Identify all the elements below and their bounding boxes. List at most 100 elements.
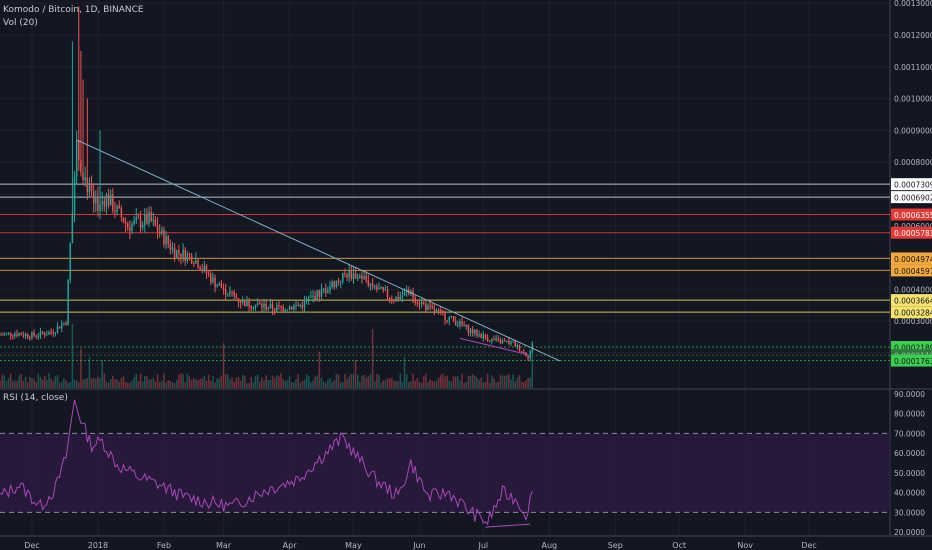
candle-body bbox=[454, 320, 457, 326]
volume-bar bbox=[18, 375, 20, 388]
candle-body bbox=[199, 267, 201, 270]
volume-bar bbox=[239, 380, 242, 388]
candle-body bbox=[101, 201, 103, 204]
volume-bar bbox=[175, 380, 178, 388]
candle-body bbox=[203, 265, 206, 271]
candle-body bbox=[318, 290, 321, 297]
volume-bar bbox=[280, 373, 282, 388]
volume-bar bbox=[339, 382, 342, 388]
candle-body bbox=[361, 275, 363, 279]
volume-bar bbox=[495, 382, 497, 388]
candle-body bbox=[163, 229, 165, 245]
volume-bar bbox=[469, 375, 472, 388]
volume-bar bbox=[22, 380, 25, 388]
candle-body bbox=[444, 312, 446, 321]
candle-body bbox=[380, 287, 382, 289]
volume-bar bbox=[278, 376, 280, 388]
volume-bar bbox=[523, 382, 525, 388]
candle-body bbox=[241, 300, 244, 304]
candle-body bbox=[112, 195, 114, 212]
volume-bar bbox=[156, 374, 159, 388]
rsi-title: RSI (14, close) bbox=[3, 393, 68, 403]
candle-body bbox=[26, 334, 29, 338]
volume-bar bbox=[199, 379, 201, 388]
candle-body bbox=[231, 291, 233, 293]
candle-body bbox=[276, 305, 278, 312]
candle-body bbox=[393, 300, 395, 302]
volume-bar bbox=[452, 376, 455, 388]
price-axis: 0.0013000 0.0012000 0.0011000 0.0010000 0.00… bbox=[894, 0, 932, 537]
volume-bar bbox=[150, 379, 152, 388]
candle-body bbox=[463, 324, 465, 327]
volume-bar bbox=[531, 348, 534, 388]
candle-body bbox=[41, 331, 44, 334]
volume-bar bbox=[442, 373, 444, 388]
volume-bar bbox=[337, 374, 340, 388]
candle-body bbox=[286, 309, 289, 311]
candle-body bbox=[265, 303, 267, 310]
volume-bar bbox=[282, 379, 284, 388]
volume-bar bbox=[163, 373, 165, 388]
volume-bar bbox=[478, 379, 480, 388]
candle-body bbox=[9, 332, 12, 336]
rsi-tick-label: 30.0000 bbox=[894, 508, 925, 517]
candle-body bbox=[497, 338, 499, 340]
volume-bar bbox=[480, 377, 482, 388]
time-tick-label: Jul bbox=[477, 541, 488, 550]
volume-bars bbox=[0, 323, 534, 388]
candle-body bbox=[248, 299, 250, 307]
volume-bar bbox=[216, 378, 218, 388]
volume-bar bbox=[90, 378, 93, 388]
volume-bar bbox=[250, 377, 252, 388]
candle-body bbox=[182, 249, 184, 258]
volume-bar bbox=[14, 380, 16, 388]
rsi-tick-label: 60.0000 bbox=[894, 449, 925, 458]
volume-bar bbox=[333, 380, 336, 388]
volume-bar bbox=[384, 379, 387, 388]
candle-body bbox=[384, 289, 387, 291]
candle-body bbox=[33, 332, 35, 336]
volume-bar bbox=[233, 382, 235, 388]
volume-bar bbox=[5, 380, 8, 388]
candle-body bbox=[139, 217, 142, 228]
symbol-title: Komodo / Bitcoin, 1D, BINANCE bbox=[3, 5, 144, 15]
candle-body bbox=[435, 310, 438, 312]
candle-body bbox=[331, 281, 333, 287]
candle-body bbox=[503, 340, 506, 342]
time-tick-label: Aug bbox=[542, 541, 558, 550]
volume-bar bbox=[3, 375, 6, 388]
price-tick-label: 0.0013000 bbox=[894, 0, 932, 8]
volume-bar bbox=[188, 376, 191, 388]
volume-bar bbox=[61, 381, 63, 388]
volume-bar bbox=[80, 348, 82, 388]
volume-bar bbox=[488, 383, 491, 388]
volume-bar bbox=[122, 375, 125, 388]
candle-body bbox=[312, 295, 314, 297]
volume-bar bbox=[320, 377, 323, 388]
volume-bar bbox=[378, 374, 380, 388]
candles bbox=[0, 6, 534, 362]
candle-body bbox=[73, 176, 76, 214]
volume-bar bbox=[463, 382, 465, 388]
candle-body bbox=[339, 281, 342, 283]
candle-body bbox=[450, 316, 453, 318]
volume-bar bbox=[354, 360, 357, 388]
candle-body bbox=[12, 335, 14, 337]
volume-bar bbox=[397, 381, 399, 388]
candle-body bbox=[356, 277, 359, 279]
candle-body bbox=[301, 305, 304, 308]
candle-body bbox=[61, 324, 63, 329]
volume-bar bbox=[518, 374, 521, 388]
volume-bar bbox=[224, 373, 227, 388]
volume-bar bbox=[474, 375, 476, 388]
candle-body bbox=[508, 340, 510, 345]
volume-bar bbox=[503, 375, 506, 388]
volume-bar bbox=[137, 381, 140, 388]
volume-bar bbox=[50, 378, 52, 388]
volume-bar bbox=[382, 380, 384, 388]
candle-body bbox=[514, 341, 517, 347]
candle-body bbox=[316, 290, 318, 301]
candle-body bbox=[122, 217, 125, 223]
candle-body bbox=[65, 322, 67, 325]
